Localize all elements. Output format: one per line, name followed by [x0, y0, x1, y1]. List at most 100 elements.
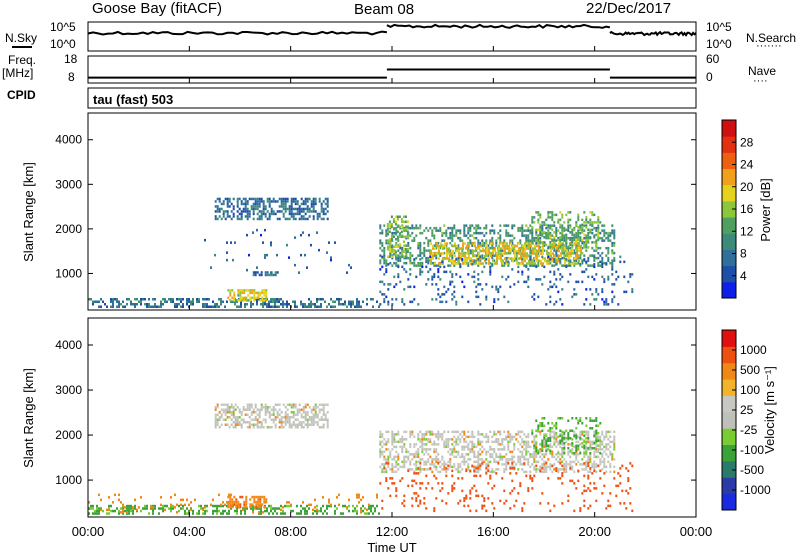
data-cell: [234, 418, 237, 421]
data-cell: [505, 229, 508, 232]
data-cell: [443, 440, 446, 444]
data-cell: [393, 231, 396, 235]
data-cell: [567, 432, 570, 435]
data-cell: [575, 449, 578, 452]
data-cell: [226, 403, 229, 406]
data-cell: [395, 445, 398, 449]
data-cell: [276, 298, 278, 301]
data-cell: [577, 238, 580, 242]
data-cell: [265, 500, 268, 504]
data-cell: [242, 202, 245, 206]
data-cell: [469, 497, 472, 500]
data-cell: [314, 498, 316, 502]
data-cell: [306, 504, 308, 508]
data-cell: [551, 422, 554, 425]
data-cell: [557, 443, 560, 446]
data-cell: [100, 508, 102, 512]
data-cell: [463, 440, 466, 444]
data-cell: [288, 303, 290, 306]
data-cell: [503, 295, 506, 299]
data-cell: [220, 303, 222, 306]
data-cell: [520, 262, 522, 265]
data-cell: [387, 303, 390, 306]
colorbar-tick-label: 25: [740, 403, 754, 417]
data-cell: [483, 460, 486, 464]
data-cell: [320, 403, 323, 406]
data-cell: [577, 256, 580, 260]
data-cell: [593, 263, 596, 266]
data-cell: [537, 427, 540, 430]
data-cell: [623, 290, 626, 294]
data-cell: [551, 243, 554, 247]
data-cell: [393, 482, 396, 485]
data-cell: [280, 426, 283, 429]
data-cell: [194, 498, 196, 502]
data-cell: [274, 509, 276, 513]
data-cell: [567, 259, 570, 262]
data-cell: [559, 238, 562, 242]
data-cell: [310, 423, 313, 426]
data-cell: [256, 217, 259, 221]
data-cell: [439, 246, 442, 250]
data-cell: [607, 499, 610, 503]
data-cell: [314, 197, 317, 201]
data-cell: [284, 202, 287, 206]
data-cell: [252, 197, 255, 201]
data-cell: [306, 266, 308, 269]
data-cell: [224, 418, 227, 421]
data-cell: [448, 257, 450, 260]
station-title: Goose Bay (fitACF): [92, 0, 223, 17]
data-cell: [564, 244, 566, 248]
data-cell: [431, 460, 434, 464]
data-cell: [266, 200, 269, 203]
data-cell: [473, 474, 476, 478]
data-cell: [218, 418, 221, 421]
data-cell: [503, 264, 506, 267]
data-cell: [206, 305, 208, 308]
data-cell: [555, 438, 558, 441]
data-cell: [491, 246, 494, 250]
data-cell: [519, 460, 522, 464]
data-cell: [430, 242, 432, 245]
data-cell: [485, 231, 488, 235]
data-cell: [402, 240, 405, 243]
data-cell: [585, 261, 588, 265]
data-cell: [263, 299, 266, 302]
data-cell: [539, 465, 542, 469]
data-cell: [491, 470, 494, 474]
data-cell: [236, 200, 239, 203]
data-cell: [243, 505, 246, 509]
data-cell: [286, 217, 289, 221]
data-cell: [563, 226, 566, 230]
data-cell: [566, 259, 568, 263]
data-cell: [491, 440, 494, 444]
data-cell: [431, 443, 434, 446]
data-cell: [364, 507, 366, 510]
data-cell: [595, 445, 598, 449]
data-cell: [298, 217, 301, 221]
data-cell: [511, 224, 514, 227]
data-cell: [214, 418, 217, 421]
data-cell: [306, 207, 309, 211]
data-cell: [468, 244, 470, 248]
data-cell: [431, 298, 434, 301]
data-cell: [553, 221, 556, 224]
data-cell: [481, 507, 484, 510]
data-cell: [100, 298, 102, 301]
data-cell: [263, 294, 266, 297]
data-cell: [270, 271, 272, 274]
data-cell: [246, 215, 249, 218]
data-cell: [276, 507, 278, 510]
data-cell: [464, 257, 466, 260]
data-cell: [455, 300, 458, 304]
data-cell: [573, 482, 576, 485]
data-cell: [509, 467, 512, 470]
data-cell: [304, 207, 307, 211]
data-cell: [385, 448, 388, 451]
data-cell: [348, 498, 350, 502]
data-cell: [468, 252, 470, 255]
data-cell: [403, 288, 406, 291]
data-cell: [489, 229, 492, 232]
data-cell: [595, 499, 598, 503]
data-cell: [247, 289, 250, 292]
